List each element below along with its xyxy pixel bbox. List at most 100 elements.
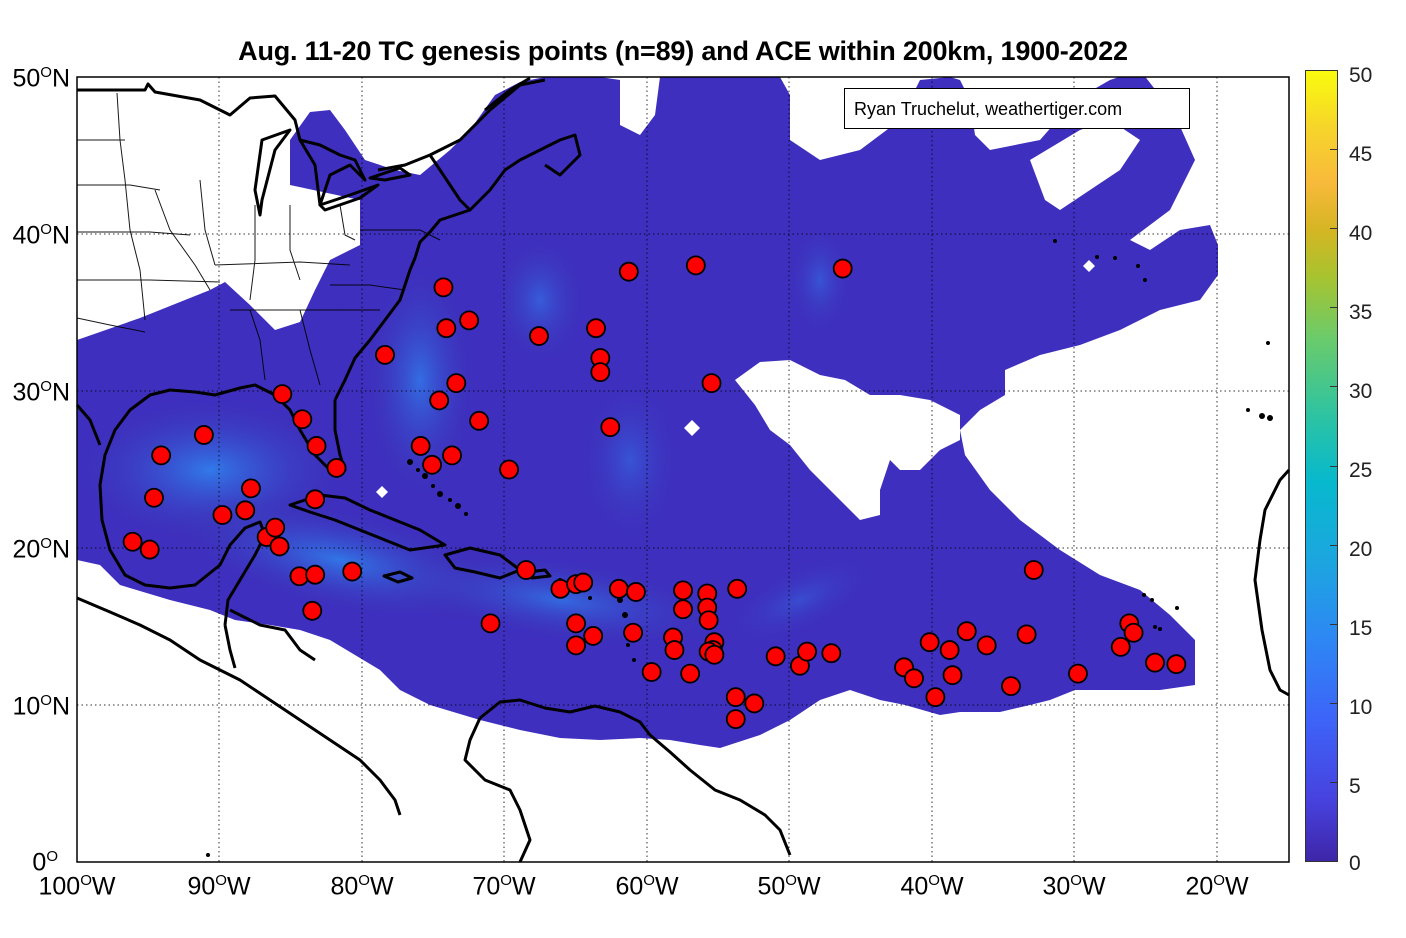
genesis-point-marker (725, 687, 746, 708)
genesis-point-marker (1166, 654, 1187, 675)
genesis-point-marker (618, 261, 639, 282)
genesis-point-marker (942, 665, 963, 686)
ace-gap-small-2 (376, 486, 388, 498)
genesis-point-marker (459, 310, 480, 331)
genesis-point-marker (626, 582, 646, 602)
genesis-point-marker (919, 632, 940, 653)
genesis-point-marker (269, 536, 290, 557)
genesis-point-marker (241, 478, 261, 499)
colorbar-label-45: 45 (1349, 143, 1373, 166)
genesis-point-marker (925, 687, 946, 708)
colorbar-tick (1330, 386, 1338, 387)
genesis-point-marker (583, 626, 604, 646)
genesis-point-marker (727, 578, 748, 599)
genesis-point-marker (586, 318, 606, 339)
genesis-point-marker (194, 425, 214, 445)
x-tick-70w: 70OW (472, 872, 536, 901)
genesis-point-marker (704, 644, 725, 665)
genesis-point-marker (410, 436, 431, 456)
ace-gap-central (735, 360, 960, 520)
x-tick-20w: 20OW (1185, 872, 1249, 901)
colorbar-label-25: 25 (1349, 459, 1373, 482)
genesis-point-marker (821, 643, 842, 664)
genesis-point-marker (1110, 637, 1131, 657)
ace-hotspot-atlantic-1 (490, 230, 590, 370)
genesis-point-marker (608, 578, 629, 599)
genesis-point-marker (305, 564, 326, 585)
x-tick-40w: 40OW (900, 872, 964, 901)
genesis-point-marker (698, 610, 719, 631)
genesis-point-marker (1145, 652, 1165, 673)
genesis-point-marker (673, 580, 693, 601)
credit-label: Ryan Truchelut, weathertiger.com (844, 88, 1190, 129)
genesis-point-marker (566, 635, 586, 656)
genesis-point-marker (144, 487, 164, 508)
genesis-point-marker (151, 445, 172, 466)
colorbar-tick (1330, 624, 1338, 625)
genesis-point-marker (664, 640, 685, 660)
genesis-point-marker (797, 641, 817, 662)
genesis-point-marker (469, 410, 489, 431)
colorbar-label-0: 0 (1349, 852, 1361, 875)
genesis-point-marker (673, 599, 693, 620)
genesis-point-marker (212, 505, 233, 525)
y-tick-0: 0O (32, 848, 58, 877)
plot-frame (76, 76, 1290, 863)
genesis-point-marker (235, 500, 256, 521)
genesis-point-marker (1123, 622, 1144, 643)
y-tick-10n: 10ON (12, 692, 70, 721)
genesis-point-marker (623, 622, 643, 643)
genesis-point-marker (516, 560, 537, 580)
genesis-point-marker (1016, 624, 1037, 645)
genesis-point-marker (641, 662, 662, 682)
colorbar-tick (1330, 545, 1338, 546)
colorbar-tick (1330, 466, 1338, 467)
genesis-point-marker (1001, 676, 1021, 697)
genesis-point-marker (566, 613, 586, 634)
ace-hotspot-mid-atl (785, 220, 855, 340)
genesis-point-marker (139, 539, 160, 560)
ace-gap-small-3 (1083, 260, 1095, 272)
y-tick-50n: 50ON (12, 64, 70, 93)
genesis-point-marker (956, 621, 977, 642)
ace-hotspot-east-carib (381, 548, 739, 652)
colorbar-label-15: 15 (1349, 617, 1373, 640)
genesis-point-marker (904, 668, 924, 689)
genesis-point-marker (429, 390, 450, 411)
genesis-point-marker (342, 561, 363, 582)
genesis-point-marker (122, 531, 143, 552)
genesis-point-marker (1068, 663, 1088, 684)
x-tick-30w: 30OW (1042, 872, 1106, 901)
genesis-point-marker (292, 409, 313, 430)
x-tick-80w: 80OW (330, 872, 394, 901)
genesis-point-marker (442, 445, 462, 466)
genesis-point-marker (422, 454, 442, 475)
genesis-point-marker (1023, 560, 1044, 580)
genesis-point-marker (590, 362, 611, 383)
genesis-point-marker (436, 318, 457, 339)
genesis-point-marker (573, 572, 594, 593)
genesis-point-marker (499, 459, 519, 480)
colorbar-label-40: 40 (1349, 222, 1373, 245)
colorbar-tick (1330, 228, 1338, 229)
genesis-point-marker (725, 709, 746, 730)
colorbar-tick (1330, 782, 1338, 783)
ace-hotspot-mdr (717, 550, 883, 650)
genesis-point-marker (600, 417, 621, 438)
genesis-point-marker (529, 326, 549, 346)
genesis-point-marker (480, 613, 501, 634)
colorbar-label-50: 50 (1349, 64, 1373, 87)
ace-gap-north-east (1030, 120, 1140, 210)
genesis-point-marker (685, 255, 706, 276)
ace-hotspot-atlantic-2 (575, 370, 685, 550)
genesis-point-marker (976, 635, 997, 656)
genesis-point-marker (832, 258, 853, 279)
coastlines (75, 76, 1291, 863)
state-borders (76, 92, 441, 386)
colorbar-tick (1330, 703, 1338, 704)
genesis-point-marker (302, 600, 323, 621)
genesis-point-marker (701, 373, 722, 394)
colorbar-label-10: 10 (1349, 696, 1373, 719)
colorbar-label-20: 20 (1349, 538, 1373, 561)
